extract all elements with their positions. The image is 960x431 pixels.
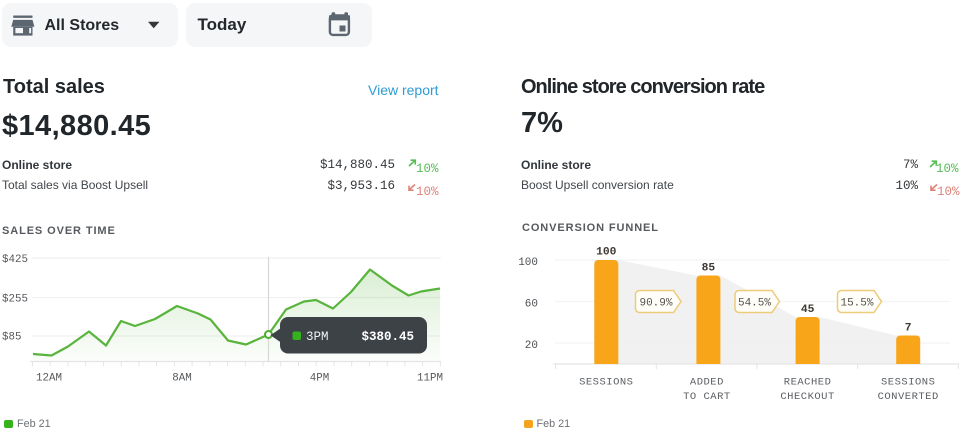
svg-text:REACHED: REACHED: [784, 377, 832, 389]
svg-text:SESSIONS: SESSIONS: [881, 377, 935, 389]
svg-text:CONVERTED: CONVERTED: [878, 391, 939, 403]
svg-text:$425: $425: [2, 254, 28, 266]
svg-text:ADDED: ADDED: [690, 377, 724, 389]
svg-text:TO CART: TO CART: [683, 391, 731, 403]
svg-text:7: 7: [905, 323, 912, 335]
svg-text:100: 100: [596, 247, 617, 259]
svg-text:60: 60: [525, 299, 538, 311]
svg-text:SESSIONS: SESSIONS: [579, 377, 633, 389]
svg-text:4PM: 4PM: [310, 373, 329, 385]
svg-text:20: 20: [525, 340, 538, 352]
svg-text:8AM: 8AM: [172, 373, 191, 385]
svg-text:CHECKOUT: CHECKOUT: [780, 391, 834, 403]
svg-text:15.5%: 15.5%: [840, 298, 873, 310]
svg-text:90.9%: 90.9%: [639, 298, 672, 310]
svg-text:45: 45: [801, 304, 815, 316]
svg-text:3PM: 3PM: [306, 330, 329, 344]
svg-text:100: 100: [518, 257, 538, 269]
svg-text:54.5%: 54.5%: [738, 298, 771, 310]
svg-text:$85: $85: [2, 332, 21, 344]
svg-text:$255: $255: [2, 294, 28, 306]
svg-text:12AM: 12AM: [36, 373, 62, 385]
svg-text:$380.45: $380.45: [361, 330, 414, 344]
svg-text:85: 85: [702, 263, 716, 275]
svg-text:11PM: 11PM: [417, 373, 443, 385]
